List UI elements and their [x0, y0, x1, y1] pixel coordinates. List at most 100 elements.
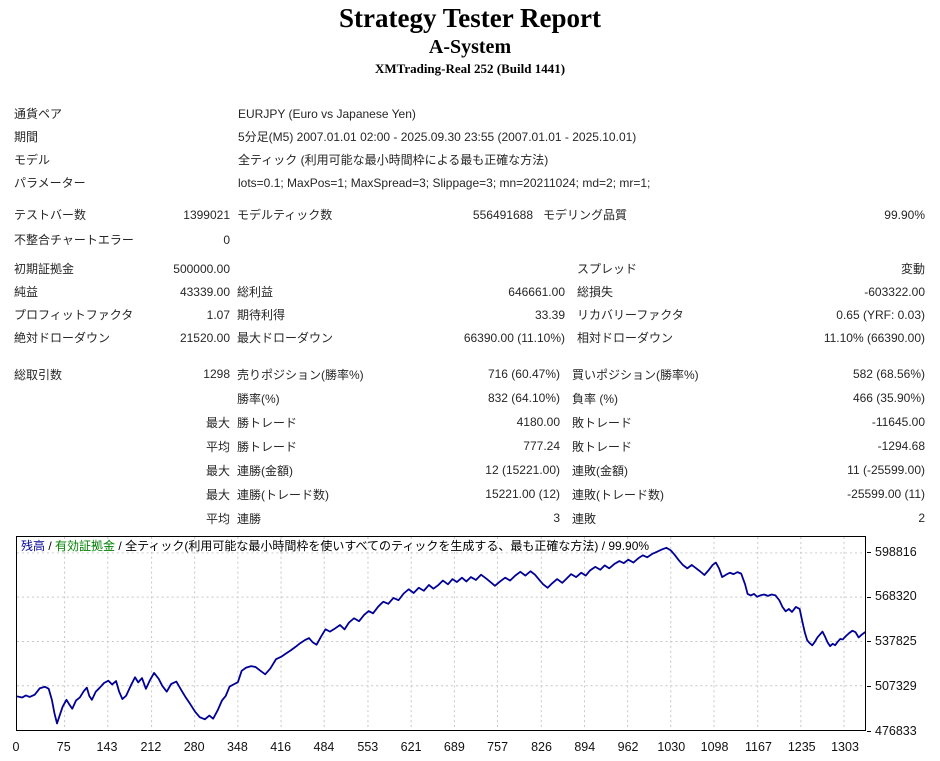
x-axis-tick-label: 962 [617, 740, 639, 754]
stat-value: 646661.00 [508, 284, 565, 299]
equity-legend-label: 有効証拠金 [55, 539, 116, 553]
table-row: テストバー数 1399021 モデルティック数 556491688 モデリング品質 99.… [14, 202, 925, 227]
stat-value: -25599.00 (11) [847, 487, 925, 501]
table-row: 通貨ペア EURJPY (Euro vs Japanese Yen) [14, 102, 925, 125]
stat-value: 0.65 (YRF: 0.03) [836, 307, 925, 322]
quality-caption-label: 99.90% [608, 539, 650, 553]
x-axis-tick-label: 553 [357, 740, 379, 754]
stat-label: 通貨ペア [14, 107, 63, 121]
settings-table: 通貨ペア EURJPY (Euro vs Japanese Yen) 期間 5分足(M… [14, 102, 925, 194]
stat-value: 平均 [205, 511, 230, 526]
stat-label: 買いポジション(勝率%) [572, 367, 699, 382]
x-axis-tick-label: 1098 [700, 740, 729, 754]
stat-label: 売りポジション(勝率%) [237, 367, 364, 382]
stat-value: 99.90% [884, 207, 925, 222]
y-axis-tick-label: 568320 [867, 589, 917, 603]
stat-value: 5分足(M5) 2007.01.01 02:00 - 2025.09.30 23… [238, 130, 637, 144]
stat-label: 負率 (%) [572, 391, 618, 406]
table-row: 総取引数 1298 売りポジション(勝率%) 716 (60.47%) 買いポジション(… [14, 362, 925, 386]
stat-label: 総取引数 [14, 367, 63, 382]
stat-value: -11645.00 [871, 415, 925, 429]
stat-label: 相対ドローダウン [577, 331, 674, 345]
stat-label: 総利益 [237, 285, 274, 299]
stat-label: 連敗 [572, 511, 597, 526]
stat-value: 12 (15221.00) [485, 463, 560, 477]
x-axis-tick-label: 143 [96, 740, 118, 754]
stat-value: 11.10% (66390.00) [823, 330, 925, 345]
x-axis-tick-label: 212 [140, 740, 162, 754]
stat-label: 最大ドローダウン [237, 331, 334, 345]
broker-build-line: XMTrading-Real 252 (Build 1441) [374, 61, 566, 76]
x-axis-tick-label: 894 [574, 740, 596, 754]
table-row: 不整合チャートエラー 0 [14, 227, 925, 252]
title-block: Strategy Tester Report A-System XMTradin… [0, 2, 940, 78]
stat-label: 連敗(金額) [572, 463, 628, 478]
table-row: 勝率(%) 832 (64.10%) 負率 (%) 466 (35.90%) [14, 386, 925, 410]
stat-value: 4180.00 [516, 415, 560, 429]
results-table: 初期証拠金 500000.00 スプレッド 変動 純益 43339.00 総利益 646661… [14, 257, 925, 349]
stat-value: 777.24 [523, 439, 560, 453]
stat-value: 最大 [205, 463, 230, 478]
y-axis-tick-label: 507329 [867, 679, 917, 693]
table-row: 平均 勝トレード 777.24 敗トレード -1294.68 [14, 434, 925, 458]
stat-value: 3 [553, 511, 560, 525]
trade-statistics-table: 総取引数 1298 売りポジション(勝率%) 716 (60.47%) 買いポジション(… [14, 362, 925, 530]
y-axis-tick-label: 537825 [867, 634, 917, 648]
stat-value: 832 (64.10%) [487, 391, 560, 405]
stat-value: 21520.00 [179, 330, 230, 345]
test-quality-table: テストバー数 1399021 モデルティック数 556491688 モデリング品質 99.… [14, 202, 925, 252]
stat-label: 総損失 [577, 285, 614, 299]
x-axis-tick-label: 1235 [787, 740, 816, 754]
table-row: 純益 43339.00 総利益 646661.00 総損失 -603322.00 [14, 280, 925, 303]
stat-value: 0 [223, 232, 230, 247]
x-axis-tick-label: 484 [313, 740, 335, 754]
stat-value: 43339.00 [179, 284, 230, 299]
stat-label: 期待利得 [237, 308, 286, 322]
x-axis-tick-label: 621 [400, 740, 422, 754]
stat-value: 最大 [205, 487, 230, 502]
stat-label: リカバリーファクタ [577, 308, 684, 322]
stat-value: 33.39 [534, 307, 565, 322]
stat-label: プロフィットファクタ [14, 308, 134, 322]
table-row: 期間 5分足(M5) 2007.01.01 02:00 - 2025.09.30 … [14, 125, 925, 148]
caption-separator: / [48, 539, 52, 553]
x-axis-tick-label: 1030 [657, 740, 686, 754]
stat-value: 582 (68.56%) [852, 367, 925, 381]
stat-value: -1294.68 [877, 439, 925, 453]
equity-curve-plot [17, 537, 865, 730]
table-row: 最大 連勝(トレード数) 15221.00 (12) 連敗(トレード数) -25599.… [14, 482, 925, 506]
stat-label: 連勝 [237, 511, 262, 526]
stat-label: テストバー数 [14, 208, 87, 222]
table-row: 初期証拠金 500000.00 スプレッド 変動 [14, 257, 925, 280]
table-row: 最大 勝トレード 4180.00 敗トレード -11645.00 [14, 410, 925, 434]
stat-label: 連勝(金額) [237, 463, 293, 478]
stat-value: -603322.00 [864, 284, 925, 299]
stat-value: 2 [918, 511, 925, 525]
stat-value: 66390.00 (11.10%) [463, 330, 565, 345]
x-axis-tick-label: 1167 [745, 740, 772, 754]
x-axis-tick-label: 1303 [831, 740, 859, 754]
report-title: Strategy Tester Report [339, 3, 601, 33]
x-axis-tick-label: 348 [226, 740, 248, 754]
stat-label: 敗トレード [572, 415, 633, 430]
stat-value: 変動 [900, 262, 925, 276]
stat-value: lots=0.1; MaxPos=1; MaxSpread=3; Slippag… [238, 175, 651, 190]
y-axis-tick-label: 476833 [867, 724, 917, 738]
stat-value: 平均 [205, 439, 230, 454]
x-axis-tick-label: 416 [270, 740, 292, 754]
table-row: 最大 連勝(金額) 12 (15221.00) 連敗(金額) 11 (-25599.00… [14, 458, 925, 482]
stat-value: 1298 [203, 367, 230, 381]
x-axis-tick-label: 689 [443, 740, 465, 754]
stat-label: モデルティック数 [237, 208, 333, 222]
stat-label: 初期証拠金 [14, 262, 75, 276]
stat-value: 1.07 [206, 307, 230, 322]
balance-line [17, 546, 865, 725]
stat-value: 716 (60.47%) [487, 367, 560, 381]
balance-chart: 残高 / 有効証拠金 / 全ティック(利用可能な最小時間枠を使いすべてのティック… [16, 536, 866, 731]
table-row: モデル 全ティック (利用可能な最小時間枠による最も正確な方法) [14, 148, 925, 171]
table-row: 絶対ドローダウン 21520.00 最大ドローダウン 66390.00 (11.10%… [14, 326, 925, 349]
stat-label: 連敗(トレード数) [572, 487, 664, 502]
stat-label: パラメーター [14, 176, 86, 190]
stat-value: 11 (-25599.00) [847, 463, 925, 477]
